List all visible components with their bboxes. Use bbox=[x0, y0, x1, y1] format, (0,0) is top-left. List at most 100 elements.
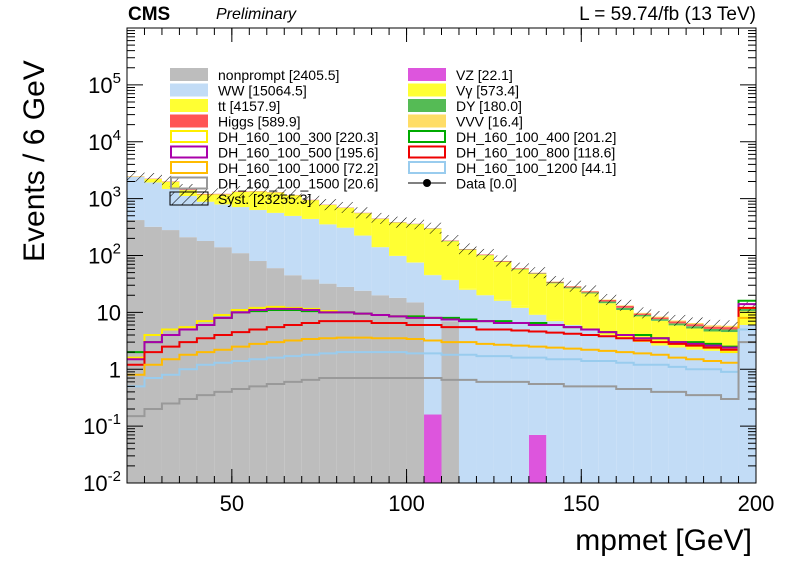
stack-bar bbox=[458, 288, 477, 290]
stack-bar bbox=[563, 322, 582, 325]
syst-band-bin bbox=[354, 207, 372, 219]
stack-bar bbox=[441, 279, 459, 281]
luminosity-label: L = 59.74/fb (13 TeV) bbox=[579, 4, 756, 25]
stack-bar bbox=[686, 328, 704, 345]
stack-bar bbox=[284, 275, 302, 483]
y-tick-label: 103 bbox=[88, 184, 121, 212]
syst-band-bin bbox=[721, 320, 739, 332]
stack-bar bbox=[424, 228, 442, 275]
legend-label: DH_160_100_800 [118.6] bbox=[456, 145, 615, 161]
stack-bar bbox=[249, 210, 267, 262]
stack-bar bbox=[424, 274, 442, 276]
y-tick-label: 102 bbox=[88, 241, 121, 269]
stack-bar bbox=[633, 342, 652, 483]
legend-swatch bbox=[170, 130, 208, 143]
legend-label: DH_160_100_500 [195.6] bbox=[218, 145, 378, 161]
syst-band-bin bbox=[231, 186, 250, 198]
stack-bar bbox=[336, 227, 355, 287]
legend-label: DH_160_100_300 [220.3] bbox=[218, 129, 378, 145]
stack-bar bbox=[668, 347, 687, 483]
stack-bar bbox=[546, 283, 564, 320]
stack-bar bbox=[511, 305, 529, 308]
stack-bar bbox=[266, 268, 285, 483]
stack-bar bbox=[528, 313, 547, 315]
stack-bar bbox=[214, 194, 232, 205]
syst-band-bin bbox=[686, 317, 704, 329]
syst-band-bin bbox=[703, 319, 722, 331]
stack-bar bbox=[161, 230, 180, 483]
stack-bar bbox=[563, 288, 582, 323]
stack-bar bbox=[336, 286, 355, 483]
legend-swatch bbox=[170, 145, 208, 159]
stack-bar bbox=[441, 241, 459, 280]
stack-bar bbox=[668, 325, 687, 343]
legend-swatch bbox=[170, 83, 208, 97]
stack-bar bbox=[721, 332, 739, 347]
legend-swatch bbox=[169, 191, 209, 206]
signal-line bbox=[127, 341, 756, 418]
stack-bar bbox=[266, 212, 285, 269]
stack-bar bbox=[598, 332, 617, 335]
legend-label: nonprompt [2405.5] bbox=[218, 67, 339, 83]
syst-band-bin bbox=[528, 267, 547, 279]
syst-band-bin bbox=[493, 255, 512, 267]
x-tick-label: 150 bbox=[563, 491, 600, 516]
stack-bar bbox=[389, 222, 407, 256]
stack-bar bbox=[546, 321, 564, 483]
syst-band-bin bbox=[371, 212, 390, 224]
stack-bar bbox=[476, 295, 494, 483]
syst-band-bin bbox=[458, 243, 477, 255]
syst-band-bin bbox=[668, 314, 687, 326]
syst-band-bin bbox=[144, 173, 162, 185]
stack-bar bbox=[616, 334, 634, 339]
syst-band-bin bbox=[179, 184, 197, 196]
stack-bar bbox=[196, 240, 215, 483]
legend-swatch bbox=[170, 99, 208, 112]
stack-bar bbox=[686, 344, 704, 350]
stack-bar bbox=[686, 349, 704, 483]
stack-bar bbox=[581, 327, 599, 330]
syst-band-bin bbox=[266, 186, 285, 198]
legend-swatch bbox=[408, 114, 446, 128]
y-tick-label: 10 bbox=[97, 300, 121, 325]
signal-line bbox=[127, 328, 756, 388]
y-tick-label: 10-1 bbox=[83, 411, 121, 439]
stack-bar bbox=[493, 261, 512, 300]
legend-label: DH_160_100_1200 [44.1] bbox=[456, 160, 616, 176]
legend-swatch bbox=[408, 68, 446, 81]
legend-label: WW [15064.5] bbox=[218, 83, 307, 99]
stack-bar bbox=[546, 319, 564, 322]
legend-label: Vγ [573.4] bbox=[456, 83, 519, 99]
legend-swatch bbox=[408, 130, 446, 143]
stack-bar bbox=[371, 218, 390, 248]
legend-label: tt [4157.9] bbox=[218, 98, 280, 114]
signal-line bbox=[127, 303, 756, 361]
signal-curves bbox=[127, 299, 756, 418]
stack-bar bbox=[598, 334, 617, 483]
stack-bar bbox=[196, 201, 215, 241]
stack-bar bbox=[581, 293, 599, 328]
stack-bar bbox=[581, 329, 599, 483]
x-axis-title: mpmet [GeV] bbox=[575, 524, 752, 557]
stack-bar bbox=[319, 224, 337, 284]
syst-band-bin bbox=[424, 222, 442, 234]
syst-band-bin bbox=[651, 311, 669, 323]
legend-label: Higgs [589.9] bbox=[218, 114, 301, 130]
legend-swatch bbox=[408, 145, 446, 159]
stack-bar bbox=[476, 294, 494, 296]
x-tick-label: 200 bbox=[738, 491, 775, 516]
syst-band-bin bbox=[284, 189, 302, 201]
stack-bar bbox=[528, 434, 547, 483]
stacked-histograms bbox=[127, 176, 756, 483]
legend-label: DH_160_100_1500 [20.6] bbox=[218, 176, 378, 192]
stack-bar bbox=[668, 342, 687, 348]
syst-band-bin bbox=[633, 307, 652, 319]
legend-label: Data [0.0] bbox=[456, 176, 517, 192]
stack-bar bbox=[301, 279, 320, 483]
legend-label: DY [180.0] bbox=[456, 98, 522, 114]
syst-band-bin bbox=[127, 170, 145, 182]
stack-bar bbox=[703, 331, 722, 346]
stack-bar bbox=[406, 302, 425, 483]
syst-band-bin bbox=[616, 299, 634, 311]
syst-band-bin bbox=[301, 194, 320, 206]
